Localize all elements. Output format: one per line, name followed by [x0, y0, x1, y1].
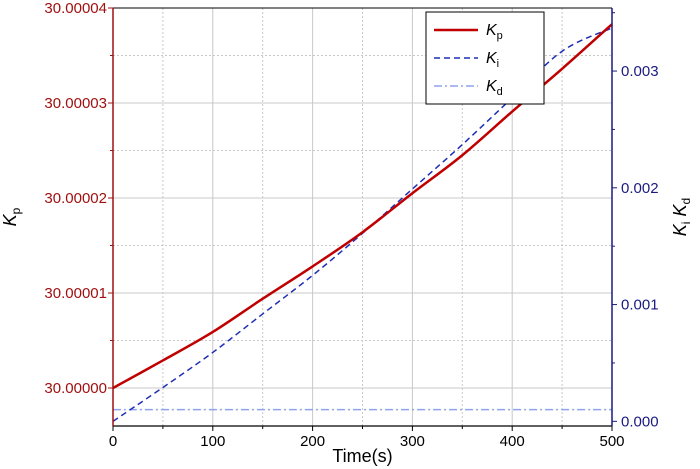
- x-tick-label: 400: [500, 433, 525, 450]
- y-left-tick-label: 30.00001: [44, 285, 107, 302]
- x-tick-label: 100: [200, 433, 225, 450]
- legend-label-kp: Kp: [486, 22, 503, 42]
- y-right-title-sub-2: d: [679, 198, 693, 205]
- ticks: 0 100 200 300 400 500 30.00000 30.00001 30.00002…: [44, 0, 658, 450]
- y-right-tick-label: 0.001: [621, 297, 659, 314]
- legend-ki-base: K: [486, 50, 498, 67]
- legend-kp-sub: p: [497, 30, 503, 42]
- x-tick-label: 300: [400, 433, 425, 450]
- y-right-title-base-2: K: [670, 204, 690, 217]
- y-left-axis-title: Kp: [0, 207, 23, 226]
- x-tick-label: 500: [599, 433, 624, 450]
- x-tick-label: 200: [300, 433, 325, 450]
- legend-ki-sub: i: [497, 58, 499, 70]
- y-left-tick-label: 30.00004: [44, 0, 107, 17]
- legend-entry-ki: Ki: [434, 50, 499, 70]
- x-axis-title: Time(s): [332, 446, 392, 466]
- legend: Kp Ki Kd: [425, 11, 545, 105]
- y-left-tick-label: 30.00002: [44, 190, 107, 207]
- y-right-title-base-1: K: [670, 223, 690, 236]
- legend-kd-base: K: [486, 78, 498, 95]
- y-left-title-base: K: [0, 213, 20, 226]
- legend-kp-base: K: [486, 22, 498, 39]
- y-left-tick-label: 30.00000: [44, 380, 107, 397]
- y-right-tick-label: 0.002: [621, 180, 659, 197]
- legend-entry-kp: Kp: [434, 22, 503, 42]
- y-right-tick-label: 0.003: [621, 63, 659, 80]
- y-right-tick-label: 0.000: [621, 413, 659, 430]
- x-tick-label: 0: [109, 433, 117, 450]
- y-right-axis-title: Ki Kd: [670, 198, 693, 236]
- y-left-title-sub: p: [9, 207, 23, 214]
- legend-label-kd: Kd: [486, 78, 503, 98]
- legend-box: [425, 11, 545, 105]
- legend-label-ki: Ki: [486, 50, 499, 70]
- y-right-title-sub-1: i: [679, 222, 693, 225]
- legend-kd-sub: d: [497, 86, 503, 98]
- y-left-tick-label: 30.00003: [44, 95, 107, 112]
- legend-entry-kd: Kd: [434, 78, 503, 98]
